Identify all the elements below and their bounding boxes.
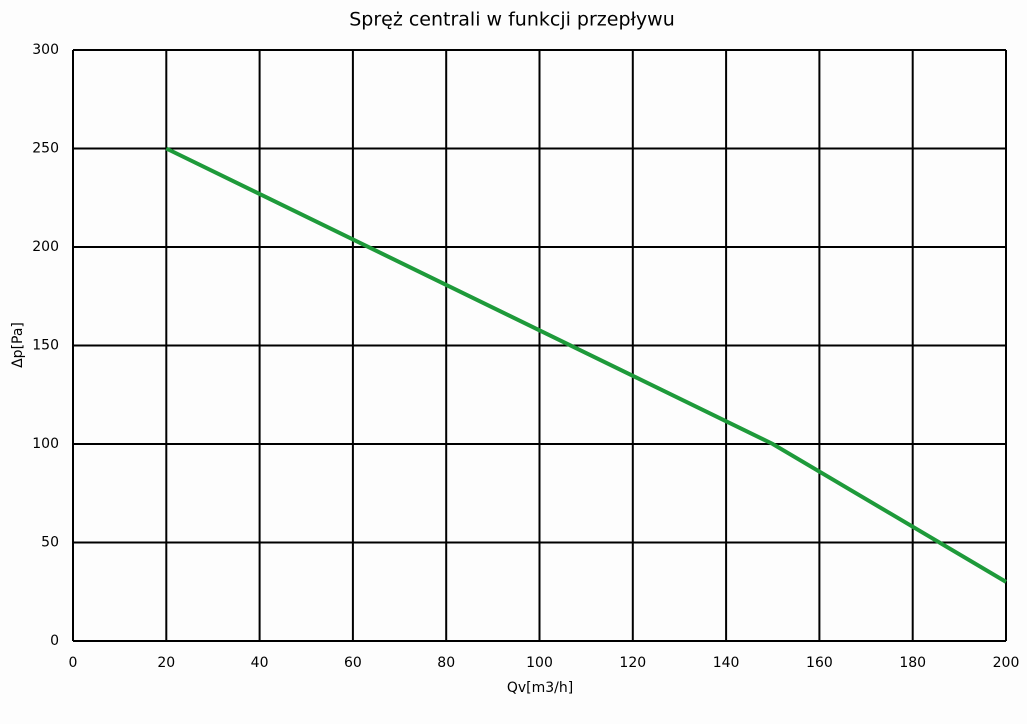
y-axis-label: Δp[Pa] (10, 322, 26, 368)
chart-title: Spręż centrali w funkcji przepływu (349, 9, 675, 31)
y-tick-label: 100 (32, 436, 59, 452)
y-tick-label: 0 (50, 633, 59, 649)
data-line (165, 146, 1008, 584)
y-tick-label: 300 (32, 42, 59, 58)
x-tick-label: 100 (526, 655, 553, 671)
x-tick-label: 120 (619, 655, 646, 671)
x-tick-label: 140 (713, 655, 740, 671)
x-axis-label: Qv[m3/h] (507, 680, 573, 696)
x-tick-label: 60 (344, 655, 362, 671)
x-tick-label: 40 (251, 655, 269, 671)
y-tick-label: 200 (32, 239, 59, 255)
x-tick-label: 0 (69, 655, 78, 671)
x-tick-label: 200 (993, 655, 1020, 671)
y-tick-label: 50 (41, 535, 59, 551)
x-tick-label: 180 (899, 655, 926, 671)
y-tick-label: 250 (32, 141, 59, 157)
x-tick-label: 20 (157, 655, 175, 671)
x-tick-label: 80 (437, 655, 455, 671)
x-tick-label: 160 (806, 655, 833, 671)
y-tick-label: 150 (32, 338, 59, 354)
